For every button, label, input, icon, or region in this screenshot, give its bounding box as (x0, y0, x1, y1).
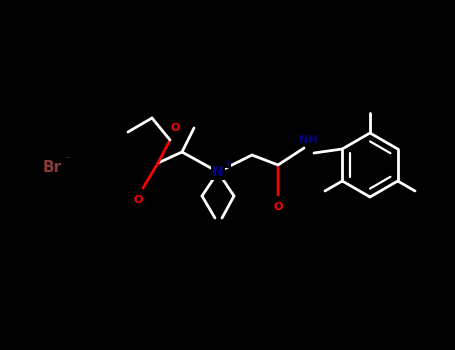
Text: Br: Br (42, 161, 61, 175)
Text: O: O (133, 195, 143, 205)
Text: N: N (212, 165, 224, 179)
Text: NH: NH (299, 135, 317, 145)
Text: +: + (223, 158, 231, 168)
Text: O: O (273, 202, 283, 212)
Text: ⁻: ⁻ (65, 155, 70, 165)
Text: O: O (170, 123, 180, 133)
